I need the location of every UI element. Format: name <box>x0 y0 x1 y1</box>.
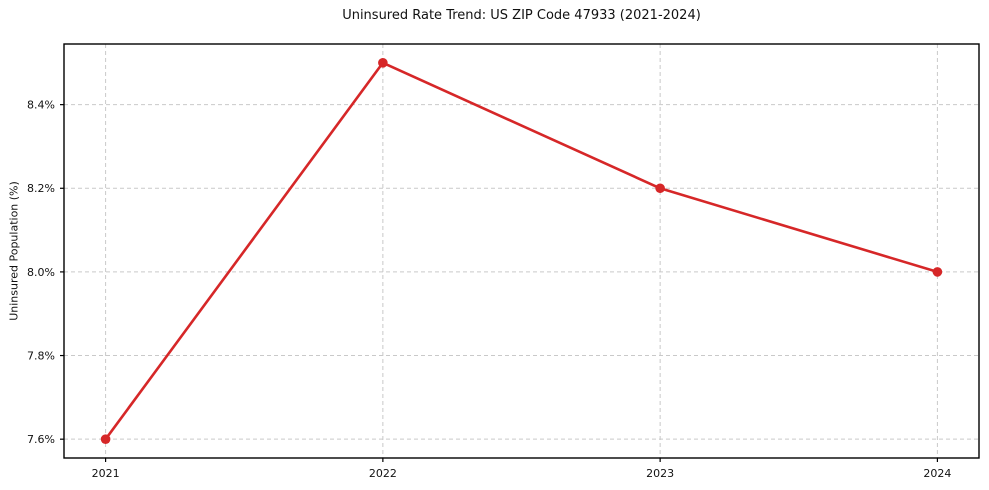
x-tick-label: 2023 <box>646 467 674 480</box>
y-tick-label: 8.4% <box>27 98 55 111</box>
x-tick-label: 2024 <box>923 467 951 480</box>
x-tick-label: 2021 <box>92 467 120 480</box>
plot-border <box>63 43 980 459</box>
trend-line <box>104 61 939 441</box>
y-tick-label: 7.6% <box>27 433 55 446</box>
data-point-marker <box>100 434 111 444</box>
y-tick-label: 8.0% <box>27 266 55 279</box>
x-tick-label: 2022 <box>369 467 397 480</box>
data-point-marker <box>655 183 665 194</box>
data-point-marker <box>932 267 943 277</box>
y-tick-label: 8.2% <box>27 182 55 195</box>
chart-title: Uninsured Rate Trend: US ZIP Code 47933 … <box>342 8 701 23</box>
y-axis-label: Uninsured Population (%) <box>7 181 21 321</box>
data-point-marker <box>378 58 388 68</box>
y-tick-label: 7.8% <box>27 349 55 362</box>
